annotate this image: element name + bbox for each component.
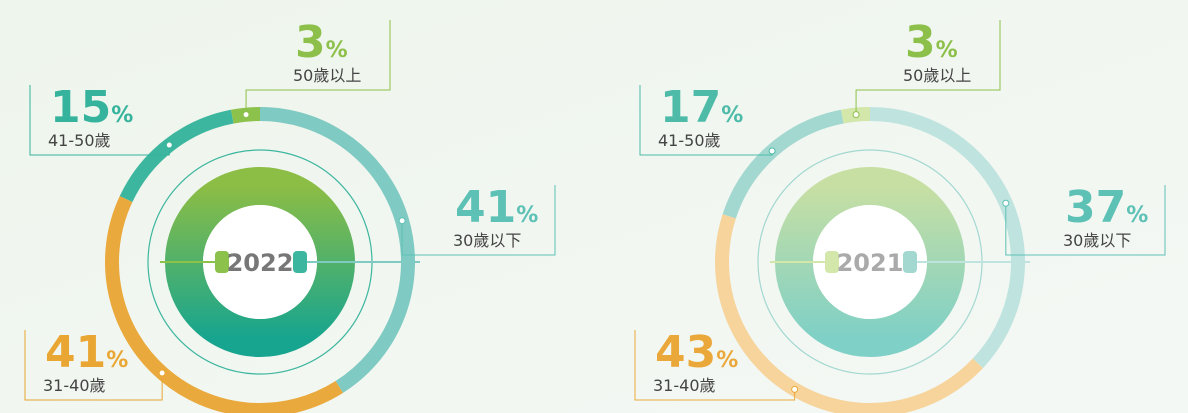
value-unit: % bbox=[1126, 203, 1148, 228]
leader-dot bbox=[769, 148, 775, 154]
category-label: 41-50歲 bbox=[48, 131, 111, 150]
value-number: 41 bbox=[455, 182, 516, 233]
value-number: 3 bbox=[905, 17, 936, 68]
leader-dot bbox=[1003, 200, 1009, 206]
category-label: 30歲以下 bbox=[453, 231, 521, 250]
leader-dot bbox=[166, 142, 172, 148]
year-label: 2021 bbox=[837, 249, 904, 277]
value-number: 17 bbox=[660, 82, 721, 133]
plug-right bbox=[903, 251, 917, 273]
leader-dot bbox=[792, 386, 798, 392]
value-number: 43 bbox=[655, 327, 716, 378]
leader-dot bbox=[243, 112, 249, 118]
infographic: 41%30歲以下41%31-40歲15%41-50歲3%50歲以上202237%… bbox=[0, 0, 1188, 413]
value-number: 41 bbox=[45, 327, 106, 378]
value-unit: % bbox=[111, 103, 133, 128]
value-number: 37 bbox=[1065, 182, 1126, 233]
plug-right bbox=[293, 251, 307, 273]
category-label: 30歲以下 bbox=[1063, 231, 1131, 250]
category-label: 50歲以上 bbox=[293, 66, 361, 85]
leader-dot bbox=[399, 218, 405, 224]
value-number: 15 bbox=[50, 82, 111, 133]
category-label: 50歲以上 bbox=[903, 66, 971, 85]
value-unit: % bbox=[326, 38, 348, 63]
value-unit: % bbox=[106, 348, 128, 373]
category-label: 31-40歲 bbox=[653, 376, 716, 395]
leader-dot bbox=[159, 370, 165, 376]
year-label: 2022 bbox=[227, 249, 294, 277]
value-unit: % bbox=[716, 348, 738, 373]
category-label: 41-50歲 bbox=[658, 131, 721, 150]
value-unit: % bbox=[936, 38, 958, 63]
value-number: 3 bbox=[295, 17, 326, 68]
category-label: 31-40歲 bbox=[43, 376, 106, 395]
leader-dot bbox=[853, 112, 859, 118]
value-unit: % bbox=[516, 203, 538, 228]
value-unit: % bbox=[721, 103, 743, 128]
